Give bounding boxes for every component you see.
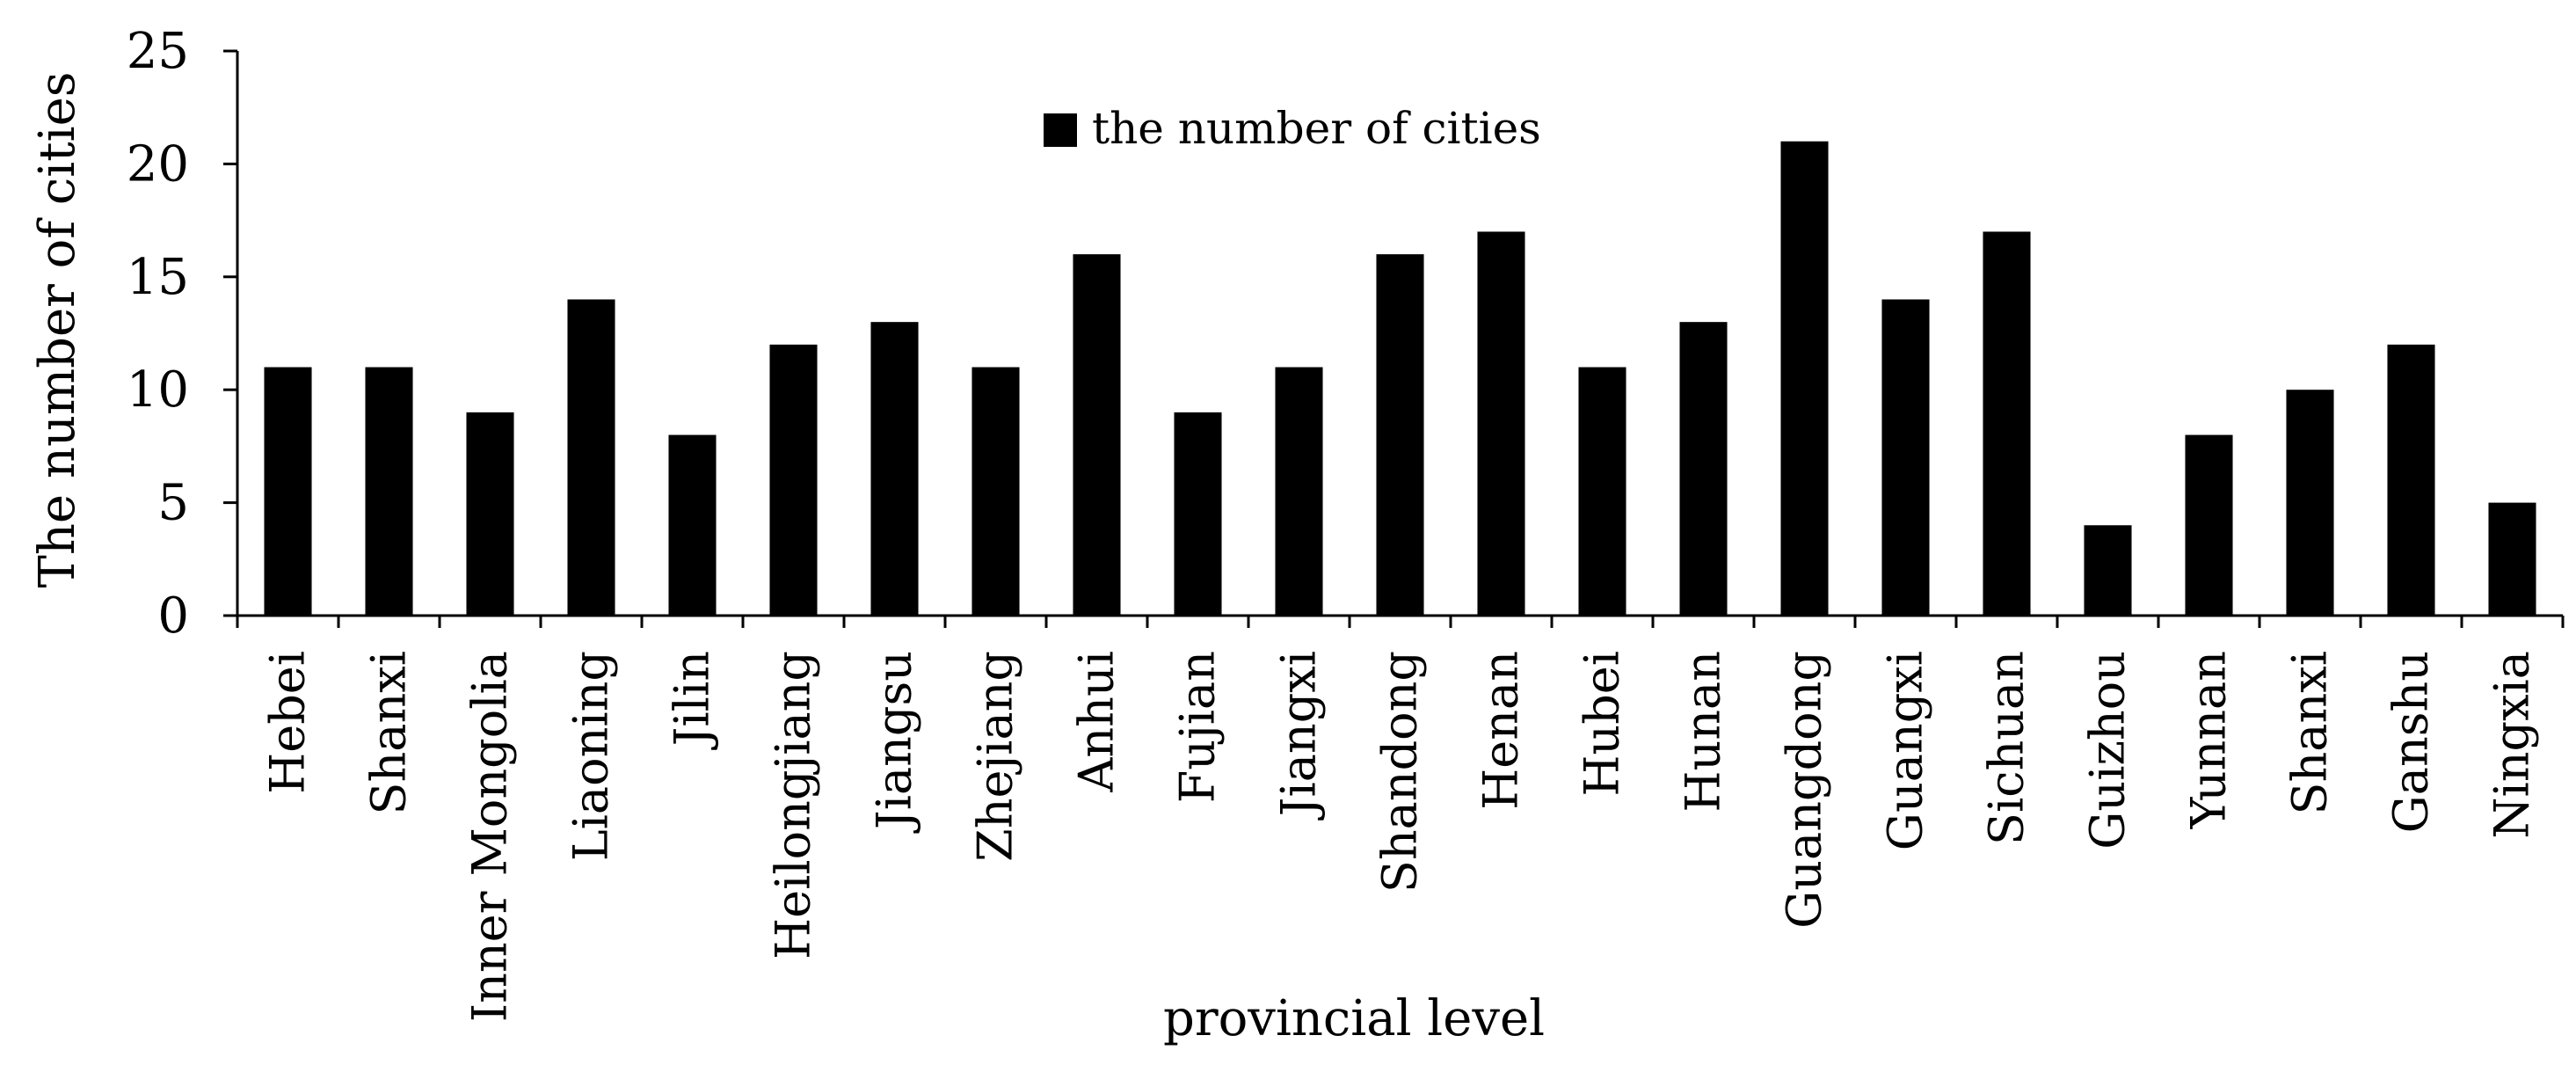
x-category-label: Shandong xyxy=(1372,651,1428,893)
y-tick-label: 25 xyxy=(127,23,189,80)
bar xyxy=(2286,390,2334,616)
x-axis-title: provincial level xyxy=(1163,990,1545,1047)
legend-swatch xyxy=(1044,113,1077,147)
bar xyxy=(1174,412,1222,616)
x-category-label: Zhejiang xyxy=(968,651,1023,862)
x-category-label: Fujian xyxy=(1170,651,1226,803)
x-category-label: Hunan xyxy=(1676,651,1731,813)
x-ticks: Hebei Shanxi Inner Mongolia Liaoning Jilin He… xyxy=(236,616,2565,1022)
x-category-label: Inner Mongolia xyxy=(462,651,518,1022)
x-category-label: Jilin xyxy=(665,651,720,750)
bar xyxy=(1376,254,1424,616)
bar xyxy=(2185,434,2233,616)
bar xyxy=(1578,367,1626,616)
bar xyxy=(2488,502,2536,616)
bars xyxy=(264,141,2536,616)
x-category-label: Henan xyxy=(1474,651,1529,810)
x-category-label: Hebei xyxy=(260,651,316,794)
bar xyxy=(2387,344,2435,616)
x-category-label: Jiangsu xyxy=(867,651,922,834)
x-category-label: Heilongjiang xyxy=(766,651,821,959)
bar xyxy=(1275,367,1323,616)
x-category-label: Guangxi xyxy=(1878,651,1933,850)
bar xyxy=(2084,525,2132,616)
y-tick-label: 10 xyxy=(127,361,189,419)
y-axis-title: The number of cities xyxy=(29,72,86,588)
bar xyxy=(1477,231,1525,616)
y-tick-label: 5 xyxy=(157,475,189,532)
x-category-label: Ningxia xyxy=(2485,651,2540,839)
bar xyxy=(567,299,615,616)
bar xyxy=(466,412,514,616)
bar xyxy=(971,367,1020,616)
bar xyxy=(365,367,413,616)
x-category-label: Liaoning xyxy=(564,651,619,861)
y-tick-label: 15 xyxy=(127,249,189,306)
y-tick-label: 20 xyxy=(127,135,189,193)
bar xyxy=(1983,231,2031,616)
bar xyxy=(264,367,312,616)
bar xyxy=(1679,322,1728,616)
x-category-label: Guangdong xyxy=(1777,651,1832,929)
x-category-label: Jiangxi xyxy=(1271,651,1327,820)
y-tick-label: 0 xyxy=(157,587,189,645)
legend: the number of cities xyxy=(1044,103,1541,154)
x-category-label: Shanxi xyxy=(361,651,417,814)
x-category-label: Anhui xyxy=(1069,651,1124,793)
y-ticks: 0 5 10 15 20 25 xyxy=(127,23,237,645)
x-category-label: Shanxi xyxy=(2282,651,2338,814)
bar xyxy=(1780,141,1829,616)
x-category-label: Hubei xyxy=(1575,651,1630,797)
x-category-label: Yunnan xyxy=(2181,651,2237,829)
legend-label: the number of cities xyxy=(1092,103,1541,154)
bar xyxy=(769,344,818,616)
x-category-label: Ganshu xyxy=(2383,651,2439,833)
bar xyxy=(1073,254,1121,616)
x-category-label: Guizhou xyxy=(2080,651,2136,850)
bar xyxy=(870,322,919,616)
bar xyxy=(668,434,717,616)
x-category-label: Sichuan xyxy=(1979,651,2034,845)
bar xyxy=(1881,299,1930,616)
